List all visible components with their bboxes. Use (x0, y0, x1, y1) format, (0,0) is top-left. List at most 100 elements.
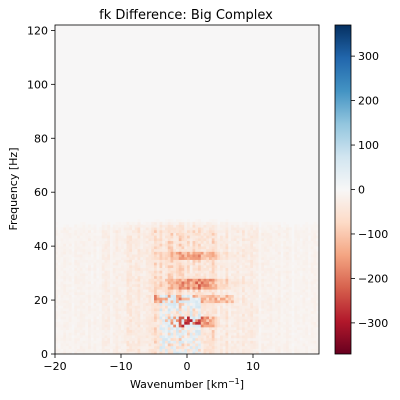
heatmap-cell (294, 318, 298, 322)
heatmap-cell (145, 240, 149, 244)
heatmap-cell (253, 248, 257, 252)
heatmap-cell (255, 291, 259, 295)
x-axis-label-sup: −1 (228, 377, 240, 386)
heatmap-cell (74, 278, 78, 282)
heatmap-cell (162, 321, 166, 325)
heatmap-cell (264, 267, 268, 271)
heatmap-cell (156, 256, 160, 260)
heatmap-cell (170, 351, 174, 355)
heatmap-cell (198, 327, 202, 331)
heatmap-cell (200, 351, 204, 355)
heatmap-cell (305, 291, 309, 295)
heatmap-cell (115, 345, 119, 349)
heatmap-cell (209, 332, 213, 336)
heatmap-cell (189, 229, 193, 233)
heatmap-cell (214, 221, 218, 225)
heatmap-cell (181, 283, 185, 287)
heatmap-cell (244, 265, 248, 269)
heatmap-cell (299, 235, 303, 239)
heatmap-cell (140, 340, 144, 344)
heatmap-cell (198, 265, 202, 269)
heatmap-cell (181, 313, 185, 317)
heatmap-cell (286, 321, 290, 325)
heatmap-cell (123, 297, 127, 301)
heatmap-cell (222, 327, 226, 331)
heatmap-cell (110, 281, 114, 285)
heatmap-cell (302, 297, 306, 301)
heatmap-cell (313, 329, 317, 333)
heatmap-cell (286, 351, 290, 355)
heatmap-cell (228, 327, 232, 331)
heatmap-cell (173, 229, 177, 233)
heatmap-cell (228, 313, 232, 317)
heatmap-cell (264, 275, 268, 279)
heatmap-cell (297, 310, 301, 314)
heatmap-cell (195, 302, 199, 306)
heatmap-cell (231, 281, 235, 285)
heatmap-cell (313, 302, 317, 306)
heatmap-cell (93, 337, 97, 341)
heatmap-cell (151, 337, 155, 341)
heatmap-cell (192, 337, 196, 341)
heatmap-cell (225, 256, 229, 260)
heatmap-cell (126, 224, 130, 228)
heatmap-cell (178, 262, 182, 266)
heatmap-cell (140, 281, 144, 285)
heatmap-cell (74, 335, 78, 339)
heatmap-cell (250, 246, 254, 250)
heatmap-cell (129, 281, 133, 285)
heatmap-cell (192, 291, 196, 295)
heatmap-cell (250, 332, 254, 336)
heatmap-cell (148, 335, 152, 339)
heatmap-cell (60, 335, 64, 339)
heatmap-cell (203, 340, 207, 344)
heatmap-cell (189, 251, 193, 255)
heatmap-cell (239, 305, 243, 309)
heatmap-cell (286, 235, 290, 239)
heatmap-cell (74, 243, 78, 247)
heatmap-cell (60, 305, 64, 309)
heatmap-cell (110, 305, 114, 309)
heatmap-cell (236, 270, 240, 274)
heatmap-cell (217, 289, 221, 293)
heatmap-cell (203, 343, 207, 347)
heatmap-cell (112, 273, 116, 277)
heatmap-cell (55, 283, 59, 287)
heatmap-cell (55, 343, 59, 347)
heatmap-cell (129, 235, 133, 239)
heatmap-cell (277, 221, 281, 225)
heatmap-cell (121, 256, 125, 260)
heatmap-cell (217, 348, 221, 352)
heatmap-cell (233, 278, 237, 282)
heatmap-cell (266, 246, 270, 250)
heatmap-cell (294, 348, 298, 352)
heatmap-cell (258, 278, 262, 282)
heatmap-cell (258, 305, 262, 309)
heatmap-cell (189, 227, 193, 231)
heatmap-cell (217, 351, 221, 355)
heatmap-cell (88, 265, 92, 269)
heatmap-cell (151, 270, 155, 274)
heatmap-cell (143, 302, 147, 306)
heatmap-cell (143, 227, 147, 231)
heatmap-cell (154, 335, 158, 339)
heatmap-cell (189, 262, 193, 266)
heatmap-cell (184, 343, 188, 347)
heatmap-cell (242, 297, 246, 301)
heatmap-cell (112, 283, 116, 287)
heatmap-cell (126, 286, 130, 290)
heatmap-cell (85, 324, 89, 328)
heatmap-cell (184, 262, 188, 266)
heatmap-cell (297, 224, 301, 228)
heatmap-cell (187, 305, 191, 309)
heatmap-cell (134, 305, 138, 309)
heatmap-cell (297, 291, 301, 295)
heatmap-cell (231, 256, 235, 260)
heatmap-cell (231, 229, 235, 233)
heatmap-cell (275, 224, 279, 228)
heatmap-cell (288, 248, 292, 252)
heatmap-cell (305, 243, 309, 247)
heatmap-cell (156, 227, 160, 231)
heatmap-cell (209, 286, 213, 290)
heatmap-cell (198, 256, 202, 260)
